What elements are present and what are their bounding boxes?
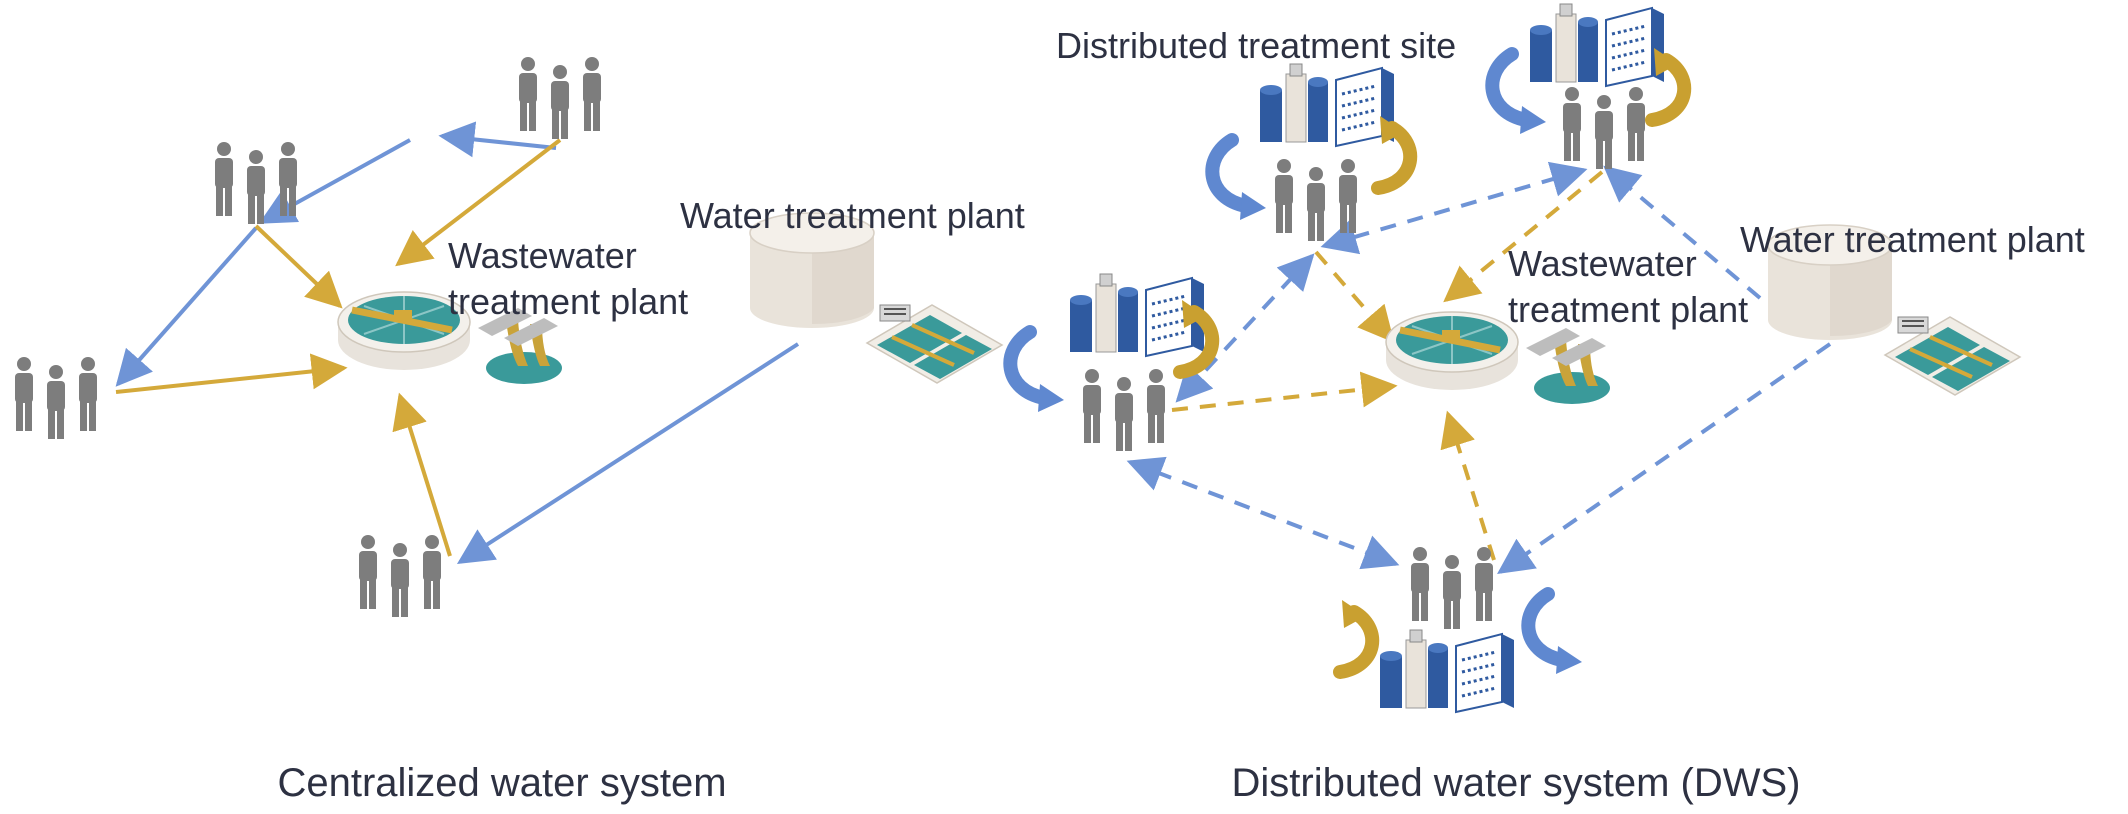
distributed-flow-arrows bbox=[1126, 161, 1832, 575]
dws-wwtp-label-line1: Wastewater bbox=[1508, 243, 1697, 284]
distributed-site-label: Distributed treatment site bbox=[1056, 25, 1456, 66]
centralized-water-system-panel: Water treatment plant Wastewater treatme… bbox=[15, 57, 1025, 805]
water-treatment-plant-icon bbox=[748, 211, 1004, 385]
people-group-icon bbox=[519, 57, 601, 139]
wastewater-arrow bbox=[254, 224, 343, 309]
wastewater-arrow bbox=[115, 353, 348, 394]
water-supply-arrow bbox=[438, 121, 557, 158]
water-supply-arrow bbox=[456, 342, 800, 564]
recycling-arrow-icon bbox=[1010, 332, 1064, 412]
recycling-arrow-icon bbox=[1652, 48, 1684, 120]
distributed-treatment-unit-icon bbox=[1258, 62, 1396, 148]
wtp-label: Water treatment plant bbox=[680, 195, 1025, 236]
distributed-treatment-unit-icon bbox=[1528, 2, 1666, 88]
dws-wwtp-label-line2: treatment plant bbox=[1508, 289, 1748, 330]
wastewater-arrow bbox=[392, 392, 452, 557]
dws-wtp-label: Water treatment plant bbox=[1740, 219, 2085, 260]
distributed-caption: Distributed water system (DWS) bbox=[1232, 761, 1801, 805]
recycling-arrow-icon bbox=[1340, 600, 1372, 672]
wastewater-arrow bbox=[395, 138, 562, 267]
people-group-icon bbox=[15, 357, 97, 439]
recycling-arrow-icon bbox=[1378, 116, 1410, 188]
water-exchange-arrow bbox=[1126, 456, 1400, 570]
wwtp-label-line1: Wastewater bbox=[448, 235, 637, 276]
water-exchange-arrow bbox=[1175, 253, 1315, 403]
recycling-arrow-icon bbox=[1212, 140, 1266, 220]
wastewater-arrow bbox=[1171, 371, 1398, 412]
centralized-flow-arrows bbox=[115, 121, 800, 564]
water-supply-arrow bbox=[115, 226, 258, 387]
distributed-water-system-panel: Distributed treatment site Water treatme… bbox=[1010, 2, 2085, 805]
water-exchange-arrow bbox=[1320, 161, 1588, 255]
wastewater-arrow bbox=[1440, 410, 1496, 561]
water-supply-arrow bbox=[1603, 165, 1762, 300]
people-group-icon bbox=[1083, 369, 1165, 451]
people-group-icon bbox=[1411, 547, 1493, 629]
wwtp-label-line2: treatment plant bbox=[448, 281, 688, 322]
recycling-arrow-icon bbox=[1528, 594, 1582, 674]
distributed-treatment-unit-icon bbox=[1378, 628, 1516, 714]
water-supply-arrow bbox=[1497, 342, 1832, 575]
wastewater-arrow bbox=[1443, 170, 1604, 303]
people-group-icon bbox=[1275, 159, 1357, 241]
centralized-caption: Centralized water system bbox=[277, 761, 726, 805]
people-group-icon bbox=[1563, 87, 1645, 169]
wastewater-arrow bbox=[1314, 250, 1395, 343]
people-group-icon bbox=[359, 535, 441, 617]
people-group-icon bbox=[215, 142, 297, 224]
